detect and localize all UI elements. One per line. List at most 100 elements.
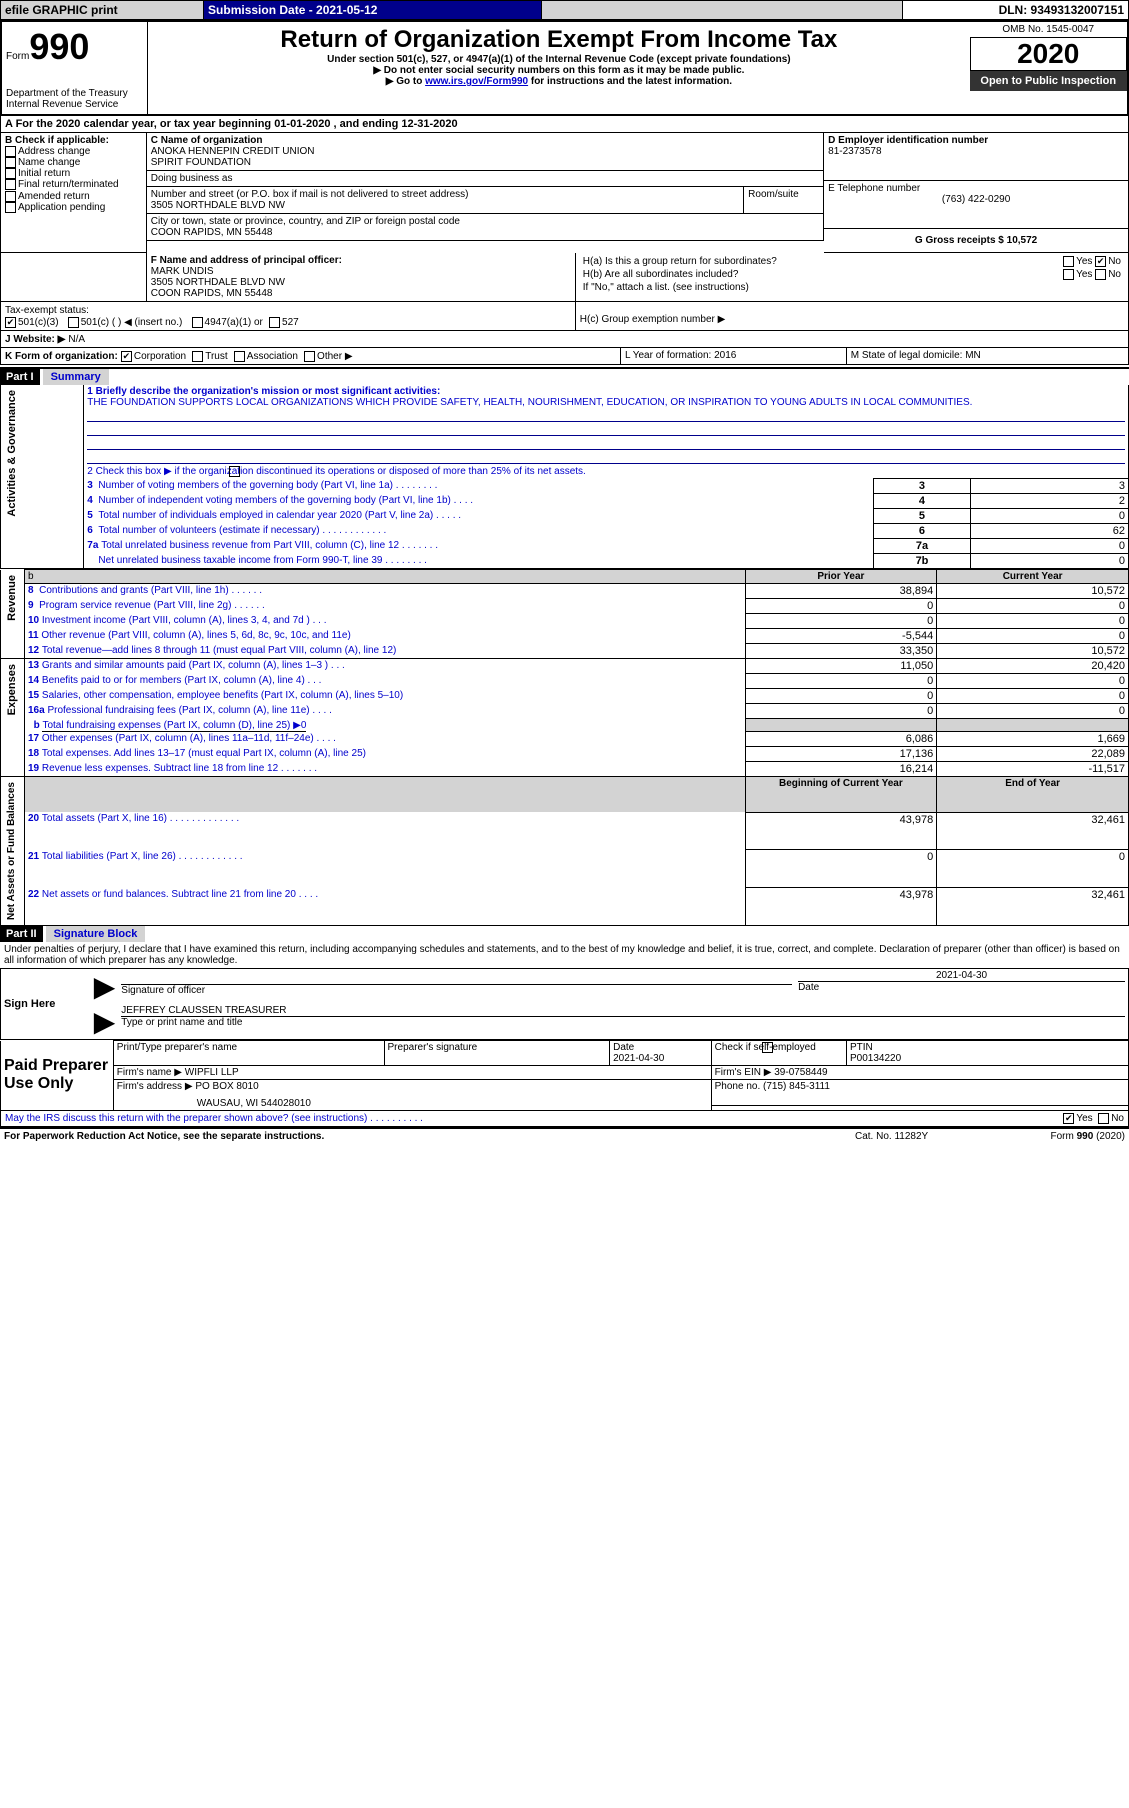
sig-date: Date xyxy=(798,981,1125,993)
f-label: F Name and address of principal officer: xyxy=(151,255,571,266)
check-4947[interactable] xyxy=(192,317,203,328)
topbar: efile GRAPHIC print Submission Date - 20… xyxy=(0,0,1129,20)
j-label: J Website: ▶ xyxy=(5,334,65,345)
footer-left: For Paperwork Reduction Act Notice, see … xyxy=(4,1131,855,1142)
mission: THE FOUNDATION SUPPORTS LOCAL ORGANIZATI… xyxy=(87,397,1125,408)
part1-header: Part I xyxy=(0,369,40,385)
dba: Doing business as xyxy=(147,171,824,187)
part1-title: Summary xyxy=(43,369,109,385)
gov-row: Net unrelated business taxable income fr… xyxy=(1,554,1129,569)
e-label: E Telephone number xyxy=(828,183,1124,194)
check-501c3[interactable]: ✔ xyxy=(5,317,16,328)
check-amended[interactable] xyxy=(5,191,16,202)
exp-row: 19 Revenue less expenses. Subtract line … xyxy=(1,762,1129,777)
check-527[interactable] xyxy=(269,317,280,328)
part2-title: Signature Block xyxy=(46,926,146,942)
hc: H(c) Group exemption number ▶ xyxy=(576,302,1129,331)
discuss-no[interactable] xyxy=(1098,1113,1109,1124)
phone: (763) 422-0290 xyxy=(828,194,1124,205)
check-initial[interactable] xyxy=(5,168,16,179)
footer-right: Form 990 (2020) xyxy=(1005,1131,1125,1142)
hb-note: If "No," attach a list. (see instruction… xyxy=(580,281,1124,294)
discuss: May the IRS discuss this return with the… xyxy=(5,1113,1063,1124)
check-501c[interactable] xyxy=(68,317,79,328)
check-pending[interactable] xyxy=(5,202,16,213)
declaration: Under penalties of perjury, I declare th… xyxy=(0,942,1129,968)
exp-row: 18 Total expenses. Add lines 13–17 (must… xyxy=(1,747,1129,762)
paid-preparer: Paid Preparer Use Only xyxy=(1,1041,114,1111)
ein: 81-2373578 xyxy=(828,146,1124,157)
form990-link[interactable]: www.irs.gov/Form990 xyxy=(425,76,528,87)
subtitle-3: ▶ Go to www.irs.gov/Form990 for instruct… xyxy=(152,76,965,87)
officer-name: MARK UNDIS xyxy=(151,266,571,277)
exp-row: 17 Other expenses (Part IX, column (A), … xyxy=(1,732,1129,747)
tax-year: 2020 xyxy=(970,38,1128,71)
footer-mid: Cat. No. 11282Y xyxy=(855,1131,1005,1142)
ha-no[interactable]: ✔ xyxy=(1095,256,1106,267)
sig-date-val: 2021-04-30 xyxy=(798,970,1125,981)
dln: DLN: 93493132007151 xyxy=(903,1,1129,20)
type-name: Type or print name and title xyxy=(121,1017,1125,1028)
org-name-1: ANOKA HENNEPIN CREDIT UNION xyxy=(151,146,819,157)
rev-row: 8 Contributions and grants (Part VIII, l… xyxy=(1,584,1129,599)
officer-street: 3505 NORTHDALE BLVD NW xyxy=(151,277,571,288)
check-trust[interactable] xyxy=(192,351,203,362)
ha-yes[interactable] xyxy=(1063,256,1074,267)
self-employed-check[interactable] xyxy=(762,1042,773,1053)
check-corp[interactable]: ✔ xyxy=(121,351,132,362)
gov-row: 5 Total number of individuals employed i… xyxy=(1,509,1129,524)
vlabel-exp: Expenses xyxy=(4,660,20,719)
exp-row: 14 Benefits paid to or for members (Part… xyxy=(1,674,1129,689)
check-final[interactable] xyxy=(5,179,16,190)
hb: H(b) Are all subordinates included? xyxy=(580,268,961,281)
rev-row: 10 Investment income (Part VIII, column … xyxy=(1,614,1129,629)
rev-row: 12 Total revenue—add lines 8 through 11 … xyxy=(1,644,1129,659)
exp-row: b Total fundraising expenses (Part IX, c… xyxy=(1,719,1129,732)
state-domicile: M State of legal domicile: MN xyxy=(847,348,1129,365)
city: COON RAPIDS, MN 55448 xyxy=(151,227,819,238)
subtitle-2: ▶ Do not enter social security numbers o… xyxy=(152,65,965,76)
col-end: End of Year xyxy=(937,777,1129,812)
check-address[interactable] xyxy=(5,146,16,157)
check-assoc[interactable] xyxy=(234,351,245,362)
calendar-year: A For the 2020 calendar year, or tax yea… xyxy=(0,116,1129,133)
irs-label: Internal Revenue Service xyxy=(6,99,143,110)
q1: 1 Briefly describe the organization's mi… xyxy=(87,386,1125,397)
form-header: Form990 Department of the Treasury Inter… xyxy=(0,20,1129,116)
exp-row: 16a Professional fundraising fees (Part … xyxy=(1,704,1129,719)
omb: OMB No. 1545-0047 xyxy=(970,22,1128,38)
hb-yes[interactable] xyxy=(1063,269,1074,280)
efile-link[interactable]: efile GRAPHIC print xyxy=(1,1,204,20)
form-title: Return of Organization Exempt From Incom… xyxy=(152,26,965,54)
year-formation: L Year of formation: 2016 xyxy=(621,348,847,365)
gov-row: 4 Number of independent voting members o… xyxy=(1,494,1129,509)
d-label: D Employer identification number xyxy=(828,135,1124,146)
check-other[interactable] xyxy=(304,351,315,362)
check-discontinued[interactable] xyxy=(229,466,240,477)
street-label: Number and street (or P.O. box if mail i… xyxy=(151,189,739,200)
rev-row: 9 Program service revenue (Part VIII, li… xyxy=(1,599,1129,614)
col-begin: Beginning of Current Year xyxy=(745,777,937,812)
hb-no[interactable] xyxy=(1095,269,1106,280)
room: Room/suite xyxy=(744,187,824,214)
c-label: C Name of organization xyxy=(151,135,819,146)
officer-name-title: JEFFREY CLAUSSEN TREASURER xyxy=(121,1005,1125,1017)
net-row: 21 Total liabilities (Part X, line 26) .… xyxy=(1,850,1129,888)
org-name-2: SPIRIT FOUNDATION xyxy=(151,157,819,168)
check-name[interactable] xyxy=(5,157,16,168)
gross-receipts: G Gross receipts $ 10,572 xyxy=(824,229,1129,253)
gov-row: 3 Number of voting members of the govern… xyxy=(1,479,1129,494)
exp-row: 15 Salaries, other compensation, employe… xyxy=(1,689,1129,704)
sig-officer: Signature of officer xyxy=(121,984,792,996)
website: N/A xyxy=(68,334,85,345)
form-label: Form xyxy=(6,51,29,62)
gov-row: 7a Total unrelated business revenue from… xyxy=(1,539,1129,554)
k-label: K Form of organization: xyxy=(5,351,118,362)
prep-sig: Preparer's signature xyxy=(384,1041,610,1066)
col-prior: Prior Year xyxy=(745,570,937,584)
prep-name: Print/Type preparer's name xyxy=(113,1041,384,1066)
subtitle-1: Under section 501(c), 527, or 4947(a)(1)… xyxy=(152,54,965,65)
ha: H(a) Is this a group return for subordin… xyxy=(580,255,961,268)
discuss-yes[interactable]: ✔ xyxy=(1063,1113,1074,1124)
form-number: 990 xyxy=(29,26,89,67)
